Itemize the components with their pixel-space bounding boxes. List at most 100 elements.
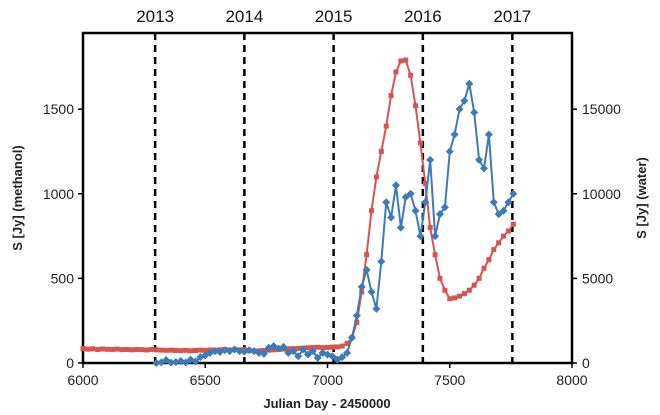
methanol-point	[183, 347, 189, 353]
methanol-point	[95, 346, 101, 352]
x-tick-label: 6000	[67, 372, 98, 388]
methanol-point	[403, 57, 409, 63]
methanol-point	[188, 348, 194, 354]
ticks-layer: 6000 6500 7000 7500 800005001000150005000100…	[43, 101, 621, 388]
methanol-point	[320, 345, 326, 351]
methanol-point	[417, 140, 423, 146]
methanol-point	[461, 291, 467, 297]
methanol-point	[158, 347, 164, 353]
y-left-tick-label: 0	[66, 355, 74, 371]
water-point	[470, 108, 479, 117]
methanol-point	[144, 347, 150, 353]
plot-frame	[81, 31, 574, 365]
water-point	[401, 193, 410, 202]
methanol-point	[100, 346, 106, 352]
water-point	[367, 287, 376, 296]
x-tick-label: 6500	[190, 372, 221, 388]
methanol-point	[197, 347, 203, 353]
methanol-point	[119, 347, 125, 353]
water-point	[450, 130, 459, 139]
methanol-point	[202, 347, 208, 353]
x-tick-label: 7500	[434, 372, 465, 388]
water-point	[421, 198, 430, 207]
methanol-point	[173, 347, 179, 353]
water-point	[235, 347, 244, 356]
methanol-point	[339, 343, 345, 349]
water-point	[391, 181, 400, 190]
water-point	[259, 349, 268, 358]
water-point	[152, 359, 161, 367]
water-point	[294, 352, 303, 361]
water-point	[484, 130, 493, 139]
water-point	[372, 304, 381, 313]
methanol-point	[413, 103, 419, 109]
methanol-point	[364, 252, 370, 258]
water-point	[220, 346, 229, 355]
methanol-point	[398, 58, 404, 64]
water-point	[499, 206, 508, 215]
y-right-tick-label: 5000	[582, 270, 613, 286]
methanol-point	[90, 346, 96, 352]
methanol-point	[408, 72, 414, 78]
water-series	[152, 79, 518, 367]
year-markers: 2013 2014 2015 2016 2017	[136, 7, 531, 363]
water-point	[416, 232, 425, 241]
water-point	[504, 198, 513, 207]
methanol-point	[466, 287, 472, 293]
methanol-point	[471, 282, 477, 288]
water-point	[303, 350, 312, 359]
water-point	[328, 352, 337, 361]
y-left-tick-label: 1500	[43, 101, 74, 117]
water-point	[489, 198, 498, 207]
methanol-point	[153, 347, 159, 353]
methanol-point	[192, 347, 198, 353]
methanol-point	[373, 174, 379, 180]
y-right-tick-label: 0	[582, 355, 590, 371]
methanol-point	[163, 347, 169, 353]
methanol-point	[344, 341, 350, 347]
methanol-point	[388, 93, 394, 99]
methanol-point	[510, 221, 516, 227]
methanol-point	[457, 293, 463, 299]
methanol-point	[476, 275, 482, 281]
methanol-point	[325, 344, 330, 350]
methanol-point	[305, 345, 311, 351]
methanol-point	[437, 275, 443, 281]
water-point	[377, 257, 386, 266]
y-left-tick-label: 500	[51, 270, 75, 286]
water-point	[465, 79, 474, 88]
y-left-tick-label: 1000	[43, 186, 74, 202]
methanol-point	[114, 346, 120, 352]
water-point	[167, 358, 176, 367]
water-point	[308, 347, 317, 356]
water-point	[245, 346, 254, 355]
x-tick-label: 8000	[556, 372, 587, 388]
methanol-point	[124, 346, 130, 352]
year-marker-label: 2016	[404, 7, 442, 26]
methanol-point	[491, 247, 497, 253]
water-point	[460, 96, 469, 105]
water-point	[411, 206, 420, 215]
water-point	[357, 282, 366, 291]
methanol-point	[505, 228, 511, 234]
methanol-point	[432, 252, 438, 258]
methanol-point	[481, 265, 487, 271]
methanol-point	[354, 319, 360, 325]
water-point	[362, 265, 371, 274]
methanol-point	[486, 257, 492, 263]
water-point	[455, 105, 464, 114]
methanol-point	[383, 123, 389, 129]
methanol-point	[393, 69, 399, 75]
y-right-tick-label: 15000	[582, 101, 621, 117]
water-point	[347, 333, 356, 342]
water-point	[279, 342, 288, 351]
methanol-point	[378, 148, 384, 154]
x-tick-label: 7000	[312, 372, 343, 388]
methanol-point	[80, 346, 86, 352]
x-axis-title: Julian Day - 2450000	[263, 396, 390, 411]
methanol-point	[369, 208, 375, 214]
methanol-point	[295, 345, 301, 351]
water-point	[191, 357, 200, 366]
methanol-point	[285, 346, 291, 352]
methanol-point	[104, 346, 110, 352]
